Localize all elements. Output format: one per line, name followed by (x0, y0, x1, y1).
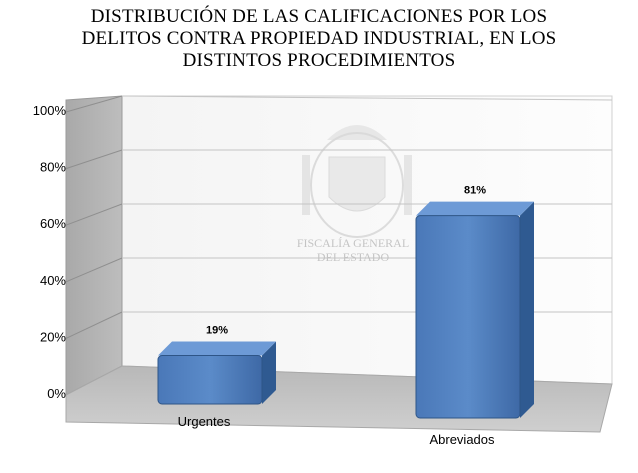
y-tick-label: 20% (40, 329, 66, 344)
crown-icon (327, 125, 387, 140)
bar-top (158, 341, 276, 356)
y-tick-label: 60% (40, 216, 66, 231)
shield-icon (328, 156, 386, 212)
x-tick-label: Urgentes (178, 414, 231, 429)
bar-side (520, 201, 534, 418)
bar-side (262, 341, 276, 404)
gridline-side (65, 203, 123, 226)
x-axis-ticks: Urgentes Abreviados (178, 414, 495, 447)
gridline (121, 95, 613, 101)
chart-title-line: DELITOS CONTRA PROPIEDAD INDUSTRIAL, EN … (81, 28, 557, 49)
gridline-side (65, 95, 123, 113)
bar (415, 215, 521, 419)
chart-title-line: DISTINTOS PROCEDIMIENTOS (182, 50, 456, 71)
chart-title-line: DISTRIBUCIÓN DE LAS CALIFICACIONES POR L… (90, 6, 548, 27)
data-label: 19% (206, 325, 228, 337)
pillar-icon (302, 155, 310, 215)
bar-top (416, 201, 534, 216)
y-tick-label: 0% (47, 386, 66, 401)
side-wall (65, 95, 123, 396)
data-label: 81% (464, 185, 486, 197)
bars: 19% 81% (157, 185, 534, 419)
chart-title: DISTRIBUCIÓN DE LAS CALIFICACIONES POR L… (0, 6, 638, 72)
gridline-side (65, 311, 123, 339)
y-tick-label: 80% (40, 160, 66, 175)
x-tick-label: Abreviados (429, 432, 495, 447)
bar (157, 355, 263, 405)
watermark-text: DEL ESTADO (317, 250, 390, 264)
y-axis-ticks: 0% 20% 40% 60% 80% 100% (33, 103, 67, 401)
watermark-text: FISCALÍA GENERAL (297, 236, 409, 250)
y-tick-label: 40% (40, 273, 66, 288)
gridline-side (65, 257, 123, 283)
pillar-icon (404, 155, 412, 215)
y-tick-label: 100% (33, 103, 67, 118)
gridline-side (65, 149, 123, 170)
